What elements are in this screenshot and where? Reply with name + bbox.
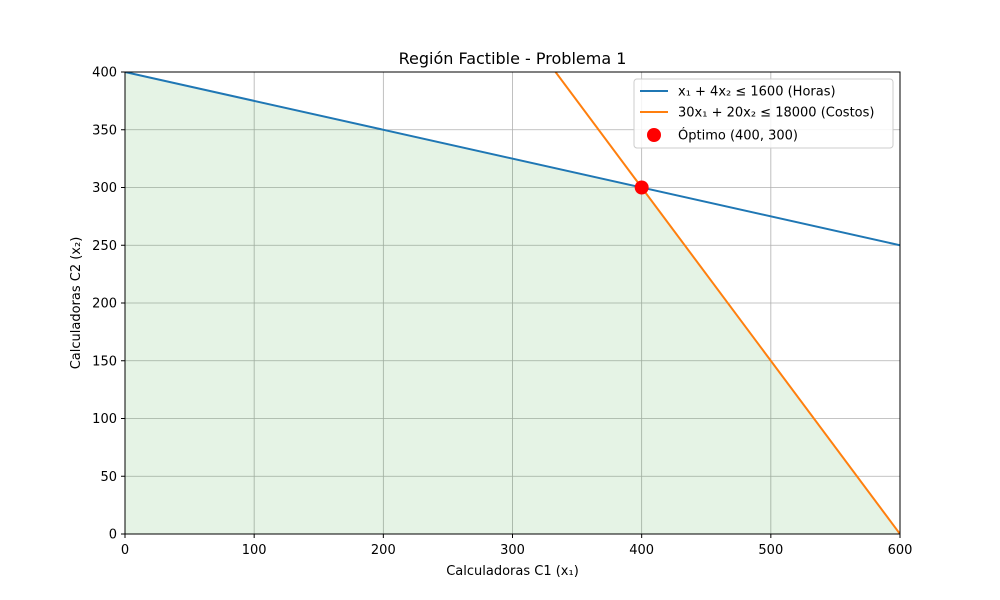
x-tick-label: 300 <box>500 543 525 558</box>
grid <box>124 71 901 535</box>
chart-title: Región Factible - Problema 1 <box>399 49 627 68</box>
legend-swatch-optimum <box>647 128 661 142</box>
x-tick-label: 0 <box>121 543 129 558</box>
y-tick-label: 400 <box>92 66 117 81</box>
y-tick-label: 100 <box>92 412 117 427</box>
x-tick-label: 500 <box>758 543 783 558</box>
x-axis-label: Calculadoras C1 (x₁) <box>446 564 579 579</box>
y-tick-label: 300 <box>92 181 117 196</box>
x-tick-label: 200 <box>371 543 396 558</box>
legend-box <box>633 78 894 149</box>
y-tick-label: 50 <box>100 470 117 485</box>
optimum-markers <box>634 180 649 195</box>
y-ticks: 0 50 100 150 200 250 300 350 400 <box>92 66 125 543</box>
y-tick-label: 150 <box>92 354 117 369</box>
x-tick-label: 100 <box>242 543 267 558</box>
legend-label-1: 30x₁ + 20x₂ ≤ 18000 (Costos) <box>678 106 874 121</box>
legend: x₁ + 4x₂ ≤ 1600 (Horas) 30x₁ + 20x₂ ≤ 180… <box>633 78 894 149</box>
x-tick-label: 400 <box>629 543 654 558</box>
series-lines <box>125 72 900 534</box>
optimum-point <box>634 180 649 195</box>
feasible-region <box>125 72 900 534</box>
y-tick-label: 350 <box>92 123 117 138</box>
y-tick-label: 200 <box>92 297 117 312</box>
x-tick-label: 600 <box>888 543 913 558</box>
series-line-1 <box>554 72 900 534</box>
x-ticks: 0 100 200 300 400 500 600 <box>121 534 913 558</box>
series-line-0 <box>125 72 900 247</box>
y-tick-label: 0 <box>109 528 117 543</box>
legend-label-optimum: Óptimo (400, 300) <box>678 128 798 144</box>
feasible-region-area <box>125 72 900 534</box>
y-axis-label: Calculadoras C2 (x₂) <box>69 237 84 370</box>
y-tick-label: 250 <box>92 239 117 254</box>
legend-label-0: x₁ + 4x₂ ≤ 1600 (Horas) <box>678 85 836 100</box>
